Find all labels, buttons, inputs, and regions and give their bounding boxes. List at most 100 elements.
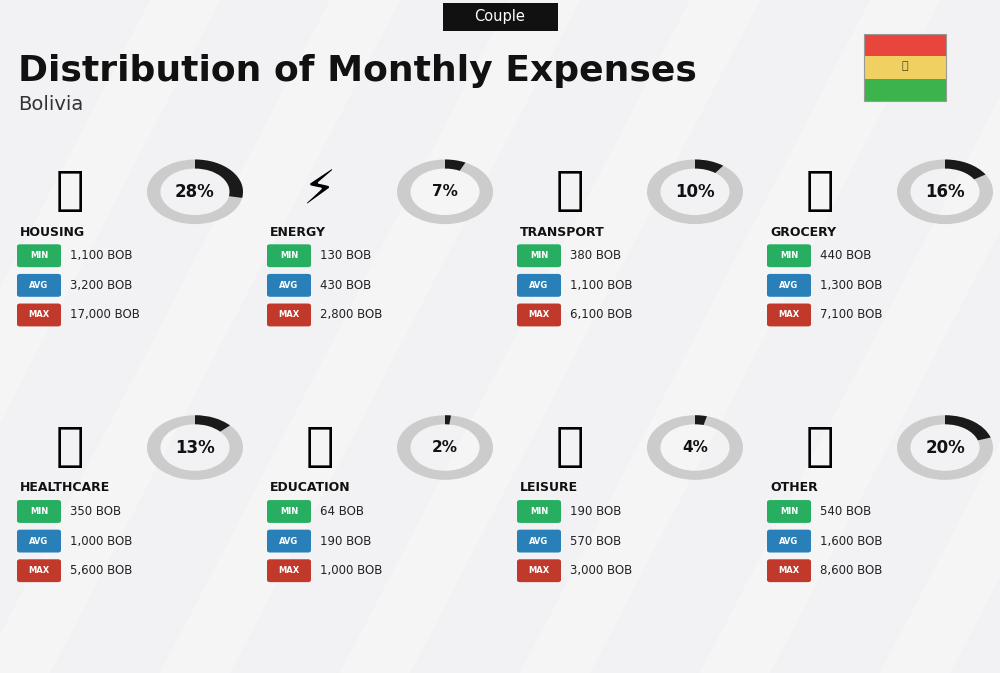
Polygon shape (160, 0, 580, 673)
FancyBboxPatch shape (267, 530, 311, 553)
Text: MIN: MIN (280, 251, 298, 260)
FancyBboxPatch shape (267, 500, 311, 523)
Text: MAX: MAX (528, 310, 550, 320)
Bar (864, 34, 946, 101)
Wedge shape (147, 415, 243, 480)
Text: LEISURE: LEISURE (520, 481, 578, 495)
Text: 570 BOB: 570 BOB (570, 534, 621, 548)
Polygon shape (0, 0, 400, 673)
Text: 130 BOB: 130 BOB (320, 249, 371, 262)
Wedge shape (647, 415, 743, 480)
FancyBboxPatch shape (767, 304, 811, 326)
Bar (864, 79, 946, 101)
FancyBboxPatch shape (17, 304, 61, 326)
Text: 16%: 16% (925, 183, 965, 201)
FancyBboxPatch shape (17, 244, 61, 267)
Text: MIN: MIN (30, 507, 48, 516)
Wedge shape (897, 415, 993, 480)
Text: GROCERY: GROCERY (770, 225, 836, 239)
Text: 🎓: 🎓 (306, 425, 334, 470)
Text: MAX: MAX (28, 310, 50, 320)
Text: AVG: AVG (279, 536, 299, 546)
FancyBboxPatch shape (767, 244, 811, 267)
FancyBboxPatch shape (517, 559, 561, 582)
Wedge shape (445, 415, 451, 425)
Text: 28%: 28% (175, 183, 215, 201)
Polygon shape (340, 0, 760, 673)
Polygon shape (700, 0, 1000, 673)
Text: 3,200 BOB: 3,200 BOB (70, 279, 132, 292)
Text: 190 BOB: 190 BOB (320, 534, 371, 548)
Text: 👜: 👜 (806, 425, 834, 470)
Text: 🛒: 🛒 (806, 170, 834, 214)
Text: 1,000 BOB: 1,000 BOB (320, 564, 382, 577)
Text: 64 BOB: 64 BOB (320, 505, 364, 518)
FancyBboxPatch shape (517, 244, 561, 267)
FancyBboxPatch shape (517, 530, 561, 553)
FancyBboxPatch shape (17, 274, 61, 297)
Text: 2,800 BOB: 2,800 BOB (320, 308, 382, 322)
FancyBboxPatch shape (517, 500, 561, 523)
Text: 430 BOB: 430 BOB (320, 279, 371, 292)
Text: 1,100 BOB: 1,100 BOB (70, 249, 132, 262)
Text: TRANSPORT: TRANSPORT (520, 225, 605, 239)
FancyBboxPatch shape (767, 530, 811, 553)
Text: 2%: 2% (432, 440, 458, 455)
Wedge shape (695, 415, 707, 425)
Text: 8,600 BOB: 8,600 BOB (820, 564, 882, 577)
Text: MIN: MIN (780, 507, 798, 516)
Text: 3,000 BOB: 3,000 BOB (570, 564, 632, 577)
Wedge shape (195, 415, 230, 431)
Text: AVG: AVG (29, 281, 49, 290)
Text: OTHER: OTHER (770, 481, 818, 495)
Wedge shape (945, 415, 991, 440)
Text: AVG: AVG (279, 281, 299, 290)
Wedge shape (195, 160, 243, 198)
Text: MIN: MIN (280, 507, 298, 516)
Text: AVG: AVG (779, 536, 799, 546)
Text: 1,300 BOB: 1,300 BOB (820, 279, 882, 292)
Text: 5,600 BOB: 5,600 BOB (70, 564, 132, 577)
FancyBboxPatch shape (267, 274, 311, 297)
Text: AVG: AVG (529, 536, 549, 546)
Wedge shape (397, 415, 493, 480)
Text: MIN: MIN (30, 251, 48, 260)
Wedge shape (647, 160, 743, 224)
Text: 🛡️: 🛡️ (902, 61, 908, 71)
Text: MAX: MAX (778, 310, 800, 320)
Polygon shape (0, 0, 220, 673)
Text: 6,100 BOB: 6,100 BOB (570, 308, 633, 322)
FancyBboxPatch shape (767, 274, 811, 297)
Bar (864, 34, 946, 56)
FancyBboxPatch shape (517, 304, 561, 326)
Text: MIN: MIN (530, 251, 548, 260)
Bar (864, 56, 946, 79)
Wedge shape (695, 160, 723, 173)
FancyBboxPatch shape (517, 274, 561, 297)
Text: MAX: MAX (28, 566, 50, 575)
Text: EDUCATION: EDUCATION (270, 481, 351, 495)
Text: 🛍️: 🛍️ (556, 425, 584, 470)
Text: 350 BOB: 350 BOB (70, 505, 121, 518)
Text: MAX: MAX (528, 566, 550, 575)
Wedge shape (147, 160, 243, 224)
FancyBboxPatch shape (267, 304, 311, 326)
FancyBboxPatch shape (17, 500, 61, 523)
Text: HEALTHCARE: HEALTHCARE (20, 481, 110, 495)
Text: 17,000 BOB: 17,000 BOB (70, 308, 140, 322)
Text: AVG: AVG (529, 281, 549, 290)
Text: 1,600 BOB: 1,600 BOB (820, 534, 883, 548)
Text: 190 BOB: 190 BOB (570, 505, 621, 518)
Text: AVG: AVG (29, 536, 49, 546)
Text: 🩺: 🩺 (56, 425, 84, 470)
Text: Bolivia: Bolivia (18, 95, 83, 114)
Text: HOUSING: HOUSING (20, 225, 85, 239)
Text: MAX: MAX (278, 566, 300, 575)
Text: MAX: MAX (278, 310, 300, 320)
Text: 20%: 20% (925, 439, 965, 456)
FancyBboxPatch shape (17, 559, 61, 582)
Text: 13%: 13% (175, 439, 215, 456)
Text: MIN: MIN (780, 251, 798, 260)
FancyBboxPatch shape (767, 500, 811, 523)
Polygon shape (520, 0, 940, 673)
